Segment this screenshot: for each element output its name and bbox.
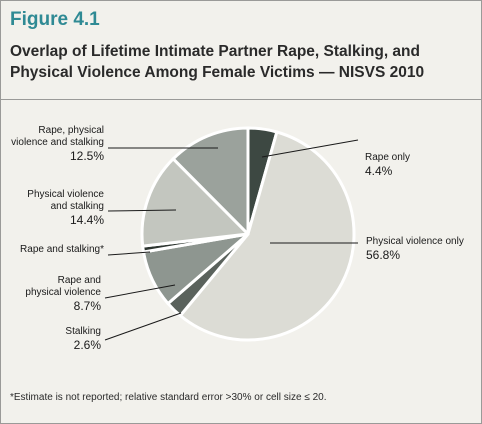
slice-label-stalking: Stalking [65, 326, 101, 337]
slice-label-rape-and-stalking: Rape and stalking* [20, 244, 104, 255]
title-divider [1, 99, 481, 100]
figure-label: Figure 4.1 [10, 9, 100, 30]
slice-label-rape-only: Rape only [365, 152, 410, 163]
slice-label-rape-and-physical-violence: Rape and physical violence [25, 275, 101, 298]
pie-slice-rape-physical-violence-and-stalking [171, 126, 250, 236]
leader-line-physical-violence-and-stalking [107, 209, 177, 212]
chart-title-line-2: Physical Violence Among Female Victims —… [10, 64, 425, 81]
leader-line-stalking [104, 312, 182, 341]
slice-value-rape-and-physical-violence: 8.7% [74, 299, 102, 313]
pie-slice-physical-violence-only [178, 130, 356, 342]
leader-line-rape-and-physical-violence [104, 284, 176, 299]
slice-value-rape-physical-violence-and-stalking: 12.5% [70, 149, 104, 163]
pie-slice-physical-violence-and-stalking [140, 157, 250, 248]
slice-label-rape-physical-violence-and-stalking: Rape, physical violence and stalking [11, 125, 104, 148]
slice-value-physical-violence-and-stalking: 14.4% [70, 213, 104, 227]
slice-value-rape-only: 4.4% [365, 164, 393, 178]
slice-value-physical-violence-only: 56.8% [366, 248, 400, 262]
leader-line-rape-only [261, 139, 359, 158]
leader-line-rape-and-stalking [107, 251, 151, 256]
footnote: *Estimate is not reported; relative stan… [10, 392, 327, 403]
slice-label-physical-violence-and-stalking: Physical violence and stalking [27, 189, 104, 212]
slice-label-physical-violence-only: Physical violence only [366, 236, 464, 247]
chart-title-line-1: Overlap of Lifetime Intimate Partner Rap… [10, 43, 420, 60]
chart-title: Overlap of Lifetime Intimate Partner Rap… [10, 41, 472, 83]
slice-value-stalking: 2.6% [74, 338, 102, 352]
